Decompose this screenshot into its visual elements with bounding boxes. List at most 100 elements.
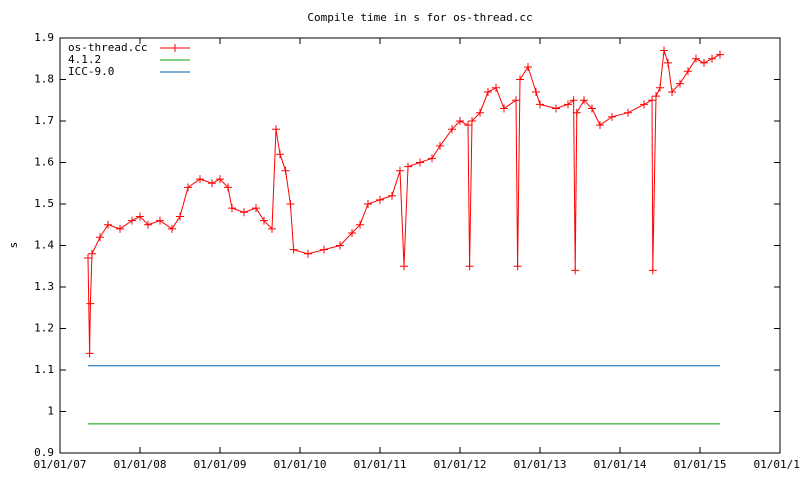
point-marker	[564, 100, 572, 109]
y-tick-label: 1.5	[34, 197, 54, 210]
point-marker	[608, 112, 616, 121]
point-marker	[184, 183, 192, 192]
point-marker	[156, 216, 164, 225]
y-tick-label: 1.3	[34, 280, 54, 293]
point-marker	[716, 50, 724, 59]
point-marker	[396, 166, 404, 175]
point-marker	[492, 83, 500, 92]
point-marker	[596, 121, 604, 130]
point-marker	[268, 224, 276, 233]
point-marker	[272, 125, 280, 134]
legend-label: os-thread.cc	[68, 41, 147, 54]
point-marker	[465, 262, 474, 271]
point-marker	[144, 220, 152, 229]
point-marker	[176, 212, 184, 221]
point-marker	[512, 96, 520, 105]
x-tick-label: 01/01/08	[114, 458, 167, 471]
point-marker	[216, 175, 224, 184]
point-marker	[260, 216, 268, 225]
point-marker	[572, 108, 581, 117]
point-marker	[281, 166, 290, 175]
x-tick-label: 01/01/13	[514, 458, 567, 471]
point-marker	[513, 262, 522, 271]
point-marker	[456, 117, 464, 125]
x-tick-label: 01/01/09	[194, 458, 247, 471]
x-tick-label: 01/01/07	[34, 458, 87, 471]
point-marker	[536, 100, 544, 109]
point-marker	[286, 200, 295, 208]
y-tick-label: 1.7	[34, 114, 54, 127]
point-marker	[652, 92, 660, 101]
y-tick-label: 1.4	[34, 239, 54, 252]
point-marker	[660, 46, 668, 55]
point-marker	[484, 87, 492, 96]
y-axis-label: s	[7, 242, 20, 249]
point-marker	[476, 108, 484, 117]
point-marker	[208, 179, 216, 188]
point-marker	[404, 162, 412, 171]
point-marker	[289, 245, 298, 254]
legend-label: ICC-9.0	[68, 65, 114, 78]
point-marker	[336, 241, 344, 250]
x-tick-label: 01/01/14	[594, 458, 647, 471]
point-marker	[320, 245, 328, 254]
y-tick-label: 1.2	[34, 322, 54, 335]
point-marker	[416, 158, 424, 167]
point-marker	[668, 87, 676, 96]
point-marker	[500, 104, 508, 113]
point-marker	[116, 224, 124, 233]
point-marker	[276, 150, 284, 159]
point-marker	[640, 100, 648, 109]
x-tick-label: 01/01/10	[274, 458, 327, 471]
point-marker	[136, 212, 144, 221]
y-tick-label: 1.9	[34, 31, 54, 44]
point-marker	[664, 58, 672, 67]
point-marker	[656, 83, 664, 92]
y-tick-label: 0.9	[34, 446, 54, 459]
point-marker	[708, 54, 716, 63]
point-marker	[569, 96, 578, 105]
point-marker	[676, 79, 684, 88]
point-marker	[468, 117, 476, 125]
point-marker	[168, 224, 176, 233]
point-marker	[240, 208, 248, 217]
point-marker	[86, 299, 95, 308]
point-marker	[516, 75, 524, 84]
point-marker	[348, 229, 356, 238]
x-tick-label: 01/01/12	[434, 458, 487, 471]
point-marker	[428, 154, 436, 163]
point-marker	[104, 220, 112, 229]
point-marker	[532, 87, 540, 96]
point-marker	[228, 204, 236, 213]
point-marker	[85, 349, 94, 358]
point-marker	[588, 104, 596, 113]
point-marker	[648, 266, 657, 275]
point-marker	[388, 191, 396, 200]
point-marker	[196, 175, 204, 184]
x-tick-label: 01/01/11	[354, 458, 407, 471]
point-marker	[684, 67, 692, 76]
point-marker	[448, 125, 456, 134]
y-tick-label: 1	[47, 405, 54, 418]
point-marker	[436, 141, 444, 150]
chart-title: Compile time in s for os-thread.cc	[307, 11, 532, 24]
point-marker	[464, 121, 472, 130]
point-marker	[692, 54, 700, 63]
point-marker	[571, 266, 580, 275]
point-marker	[356, 220, 364, 229]
point-marker	[88, 249, 96, 258]
y-tick-label: 1.6	[34, 156, 54, 169]
point-marker	[700, 58, 708, 67]
point-marker	[304, 249, 312, 258]
point-marker	[252, 204, 260, 213]
x-tick-label: 01/01/15	[674, 458, 727, 471]
point-marker	[128, 216, 136, 225]
point-marker	[552, 104, 560, 113]
point-marker	[580, 96, 588, 105]
y-tick-label: 1.8	[34, 73, 54, 86]
point-marker	[648, 96, 656, 105]
legend-marker	[171, 44, 179, 52]
y-tick-label: 1.1	[34, 363, 54, 376]
